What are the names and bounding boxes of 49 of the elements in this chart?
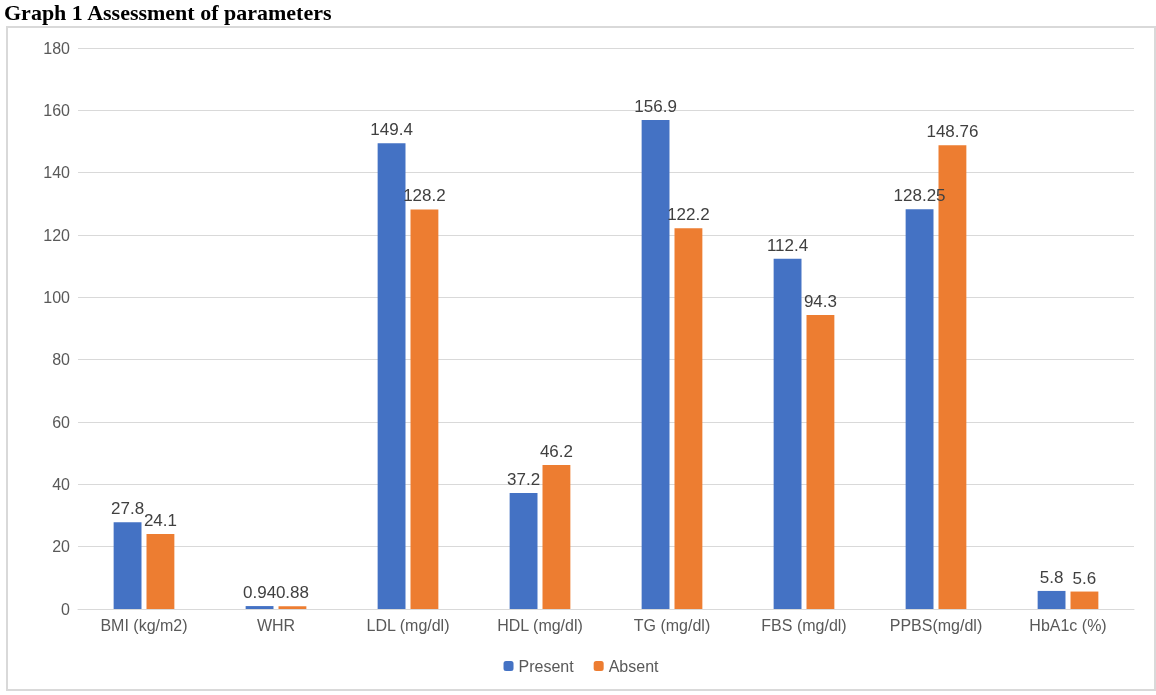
legend-label: Present: [518, 657, 575, 675]
data-label: 24.1: [143, 510, 177, 530]
data-label: 148.76: [926, 122, 979, 142]
x-tick-label: PPBS(mg/dl): [889, 616, 983, 634]
data-label: 94.3: [803, 292, 837, 312]
bar: [410, 209, 439, 609]
bar: [113, 522, 142, 609]
y-tick-label: 180: [43, 39, 71, 57]
bar: [641, 120, 670, 609]
bar: [509, 493, 538, 609]
bar: [146, 533, 175, 609]
x-tick-label: LDL (mg/dl): [366, 616, 450, 634]
x-tick-label: BMI (kg/m2): [100, 616, 188, 634]
data-label: 5.8: [1039, 567, 1064, 587]
bar: [806, 315, 835, 609]
y-tick-label: 80: [52, 351, 71, 369]
x-tick-label: FBS (mg/dl): [761, 616, 847, 634]
bar: [245, 606, 274, 609]
y-tick-label: 60: [52, 413, 71, 431]
bar: [674, 228, 703, 609]
bar: [542, 465, 571, 609]
chart-title: Graph 1 Assessment of parameters: [3, 0, 333, 26]
y-tick-label: 40: [52, 475, 71, 493]
data-label: 149.4: [370, 120, 413, 140]
data-label: 37.2: [507, 470, 541, 490]
bar: [278, 606, 307, 609]
data-label: 0.94: [243, 583, 277, 603]
y-tick-label: 20: [52, 538, 71, 556]
data-label: 112.4: [766, 235, 809, 255]
bar: [773, 258, 802, 609]
y-tick-label: 120: [43, 226, 71, 244]
data-label: 27.8: [111, 499, 145, 519]
x-tick-label: TG (mg/dl): [633, 616, 711, 634]
bar: [377, 143, 406, 609]
bar: [1070, 591, 1099, 609]
legend-label: Absent: [608, 657, 660, 675]
y-tick-label: 0: [61, 600, 71, 618]
x-tick-label: HDL (mg/dl): [497, 616, 583, 634]
data-label: 5.6: [1072, 568, 1097, 588]
x-tick-label: HbA1c (%): [1029, 616, 1107, 634]
data-label: 46.2: [539, 442, 573, 462]
y-tick-label: 160: [43, 101, 71, 119]
bar: [905, 209, 934, 609]
bar: [1037, 590, 1066, 609]
y-tick-label: 100: [43, 288, 71, 306]
x-tick-label: WHR: [256, 616, 296, 634]
data-label: 0.88: [275, 583, 309, 603]
data-label: 156.9: [634, 97, 677, 116]
y-tick-label: 140: [43, 164, 71, 182]
